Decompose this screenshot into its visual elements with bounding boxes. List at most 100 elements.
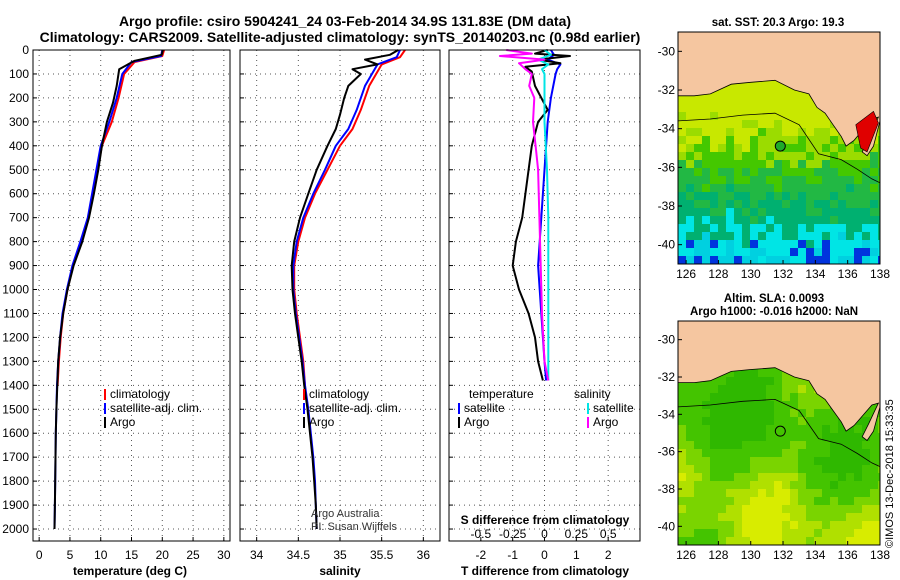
map1-ocean-cell bbox=[838, 200, 847, 209]
map1-ocean-cell bbox=[758, 224, 767, 233]
map1-ocean-cell bbox=[686, 208, 695, 217]
map2-ocean-cell bbox=[870, 465, 879, 474]
map1-ocean-cell bbox=[726, 152, 735, 161]
map2-ocean-cell bbox=[862, 537, 871, 545]
map2-ocean-cell bbox=[710, 449, 719, 458]
map2-ocean-cell bbox=[686, 425, 695, 434]
map1-ocean-cell bbox=[822, 208, 831, 217]
map2-ocean-cell bbox=[782, 449, 791, 458]
figure-title-line2: Climatology: CARS2009. Satellite-adjuste… bbox=[40, 29, 641, 45]
map2-ocean-cell bbox=[750, 473, 759, 482]
map2-ocean-cell bbox=[758, 513, 767, 522]
map2-ocean-cell bbox=[750, 457, 759, 466]
map2-ocean-cell bbox=[758, 465, 767, 474]
map1-ocean-cell bbox=[734, 144, 743, 153]
map2-ocean-cell bbox=[790, 385, 799, 394]
map2-ocean-cell bbox=[710, 529, 719, 538]
map1-ocean-cell bbox=[726, 240, 735, 249]
map1-ocean-cell bbox=[686, 96, 695, 105]
map1-lon-label-128: 128 bbox=[708, 267, 728, 281]
map2-ocean-cell bbox=[726, 465, 735, 474]
map1-ocean-cell bbox=[750, 104, 759, 113]
map2-ocean-cell bbox=[718, 441, 727, 450]
map1-ocean-cell bbox=[694, 200, 703, 209]
map1-ocean-cell bbox=[758, 112, 767, 121]
map1-ocean-cell bbox=[742, 104, 751, 113]
depth-tick-label-500: 500 bbox=[9, 163, 29, 177]
map1-ocean-cell bbox=[782, 224, 791, 233]
depth-tick-label-1100: 1100 bbox=[3, 306, 29, 320]
map2-ocean-cell bbox=[734, 473, 743, 482]
map2-ocean-cell bbox=[702, 409, 711, 418]
map2-ocean-cell bbox=[790, 529, 799, 538]
map2-ocean-cell bbox=[766, 497, 775, 506]
map1-ocean-cell bbox=[870, 256, 879, 264]
map2-ocean-cell bbox=[686, 393, 695, 402]
map1-ocean-cell bbox=[686, 232, 695, 241]
map2-ocean-cell bbox=[718, 377, 727, 386]
map2-ocean-cell bbox=[726, 441, 735, 450]
map1-ocean-cell bbox=[830, 216, 839, 225]
map2-ocean-cell bbox=[742, 385, 751, 394]
map1-ocean-cell bbox=[758, 96, 767, 105]
map1-ocean-cell bbox=[774, 208, 783, 217]
map2-ocean-cell bbox=[862, 465, 871, 474]
map1-frame bbox=[677, 31, 881, 265]
map1-ocean-cell bbox=[766, 200, 775, 209]
map2-ocean-cell bbox=[846, 433, 855, 442]
map1-ocean-cell bbox=[862, 160, 871, 169]
map1-ocean-cell bbox=[822, 152, 831, 161]
map1-ocean-cell bbox=[726, 208, 735, 217]
map1-ocean-cell bbox=[878, 184, 880, 193]
map2-ocean-cell bbox=[854, 473, 863, 482]
map1-ocean-cell bbox=[862, 208, 871, 217]
map1-lat-label--36: -36 bbox=[658, 160, 676, 174]
map2-ocean-cell bbox=[726, 393, 735, 402]
map1-ocean-cell bbox=[694, 144, 703, 153]
map1-ocean-cell bbox=[774, 192, 783, 201]
map2-ocean-cell bbox=[750, 385, 759, 394]
map2-ocean-cell bbox=[806, 529, 815, 538]
map1-ocean-cell bbox=[758, 80, 767, 89]
difference-panel: -2 -1 0 1 2 -0.5 -0.25 0 0.25 0.5 temperature salin… bbox=[448, 49, 641, 562]
map1-ocean-cell bbox=[766, 80, 775, 89]
map2-ocean-cell bbox=[766, 481, 775, 490]
map2-ocean-cell bbox=[774, 369, 783, 378]
map1-ocean-cell bbox=[702, 168, 711, 177]
map1-lat-label--32: -32 bbox=[658, 83, 676, 97]
map2-ocean-cell bbox=[678, 537, 687, 545]
depth-tick-label-0: 0 bbox=[22, 43, 29, 57]
map1-ocean-cell bbox=[830, 192, 839, 201]
map2-ocean-cell bbox=[830, 505, 839, 514]
map1-ocean-cell bbox=[750, 88, 759, 97]
map1-ocean-cell bbox=[878, 144, 880, 153]
map2-ocean-cell bbox=[790, 417, 799, 426]
map1-ocean-cell bbox=[790, 176, 799, 185]
map1-ocean-cell bbox=[822, 112, 831, 121]
map1-ocean-cell bbox=[694, 160, 703, 169]
map1-ocean-cell bbox=[702, 240, 711, 249]
map1-ocean-cell bbox=[718, 192, 727, 201]
map2-ocean-cell bbox=[798, 465, 807, 474]
map2-ocean-cell bbox=[798, 425, 807, 434]
map2-ocean-cell bbox=[846, 521, 855, 530]
map1-ocean-cell bbox=[750, 200, 759, 209]
map2-ocean-cell bbox=[830, 521, 839, 530]
map1-ocean-cell bbox=[806, 192, 815, 201]
map2-ocean-cell bbox=[838, 497, 847, 506]
map2-ocean-cell bbox=[734, 529, 743, 538]
map1-ocean-cell bbox=[678, 128, 687, 137]
map1-ocean-cell bbox=[750, 240, 759, 249]
map1-ocean-cell bbox=[782, 144, 791, 153]
map2-ocean-cell bbox=[782, 489, 791, 498]
map2-ocean-cell bbox=[870, 473, 879, 482]
map1-ocean-cell bbox=[862, 248, 871, 257]
map2-ocean-cell bbox=[774, 473, 783, 482]
map2-ocean-cell bbox=[742, 521, 751, 530]
map1-ocean-cell bbox=[702, 192, 711, 201]
depth-tick-label-1700: 1700 bbox=[2, 450, 29, 464]
map1-ocean-cell bbox=[798, 136, 807, 145]
map2-ocean-cell bbox=[678, 409, 687, 418]
map1-ocean-cell bbox=[854, 200, 863, 209]
map1-ocean-cell bbox=[870, 160, 879, 169]
